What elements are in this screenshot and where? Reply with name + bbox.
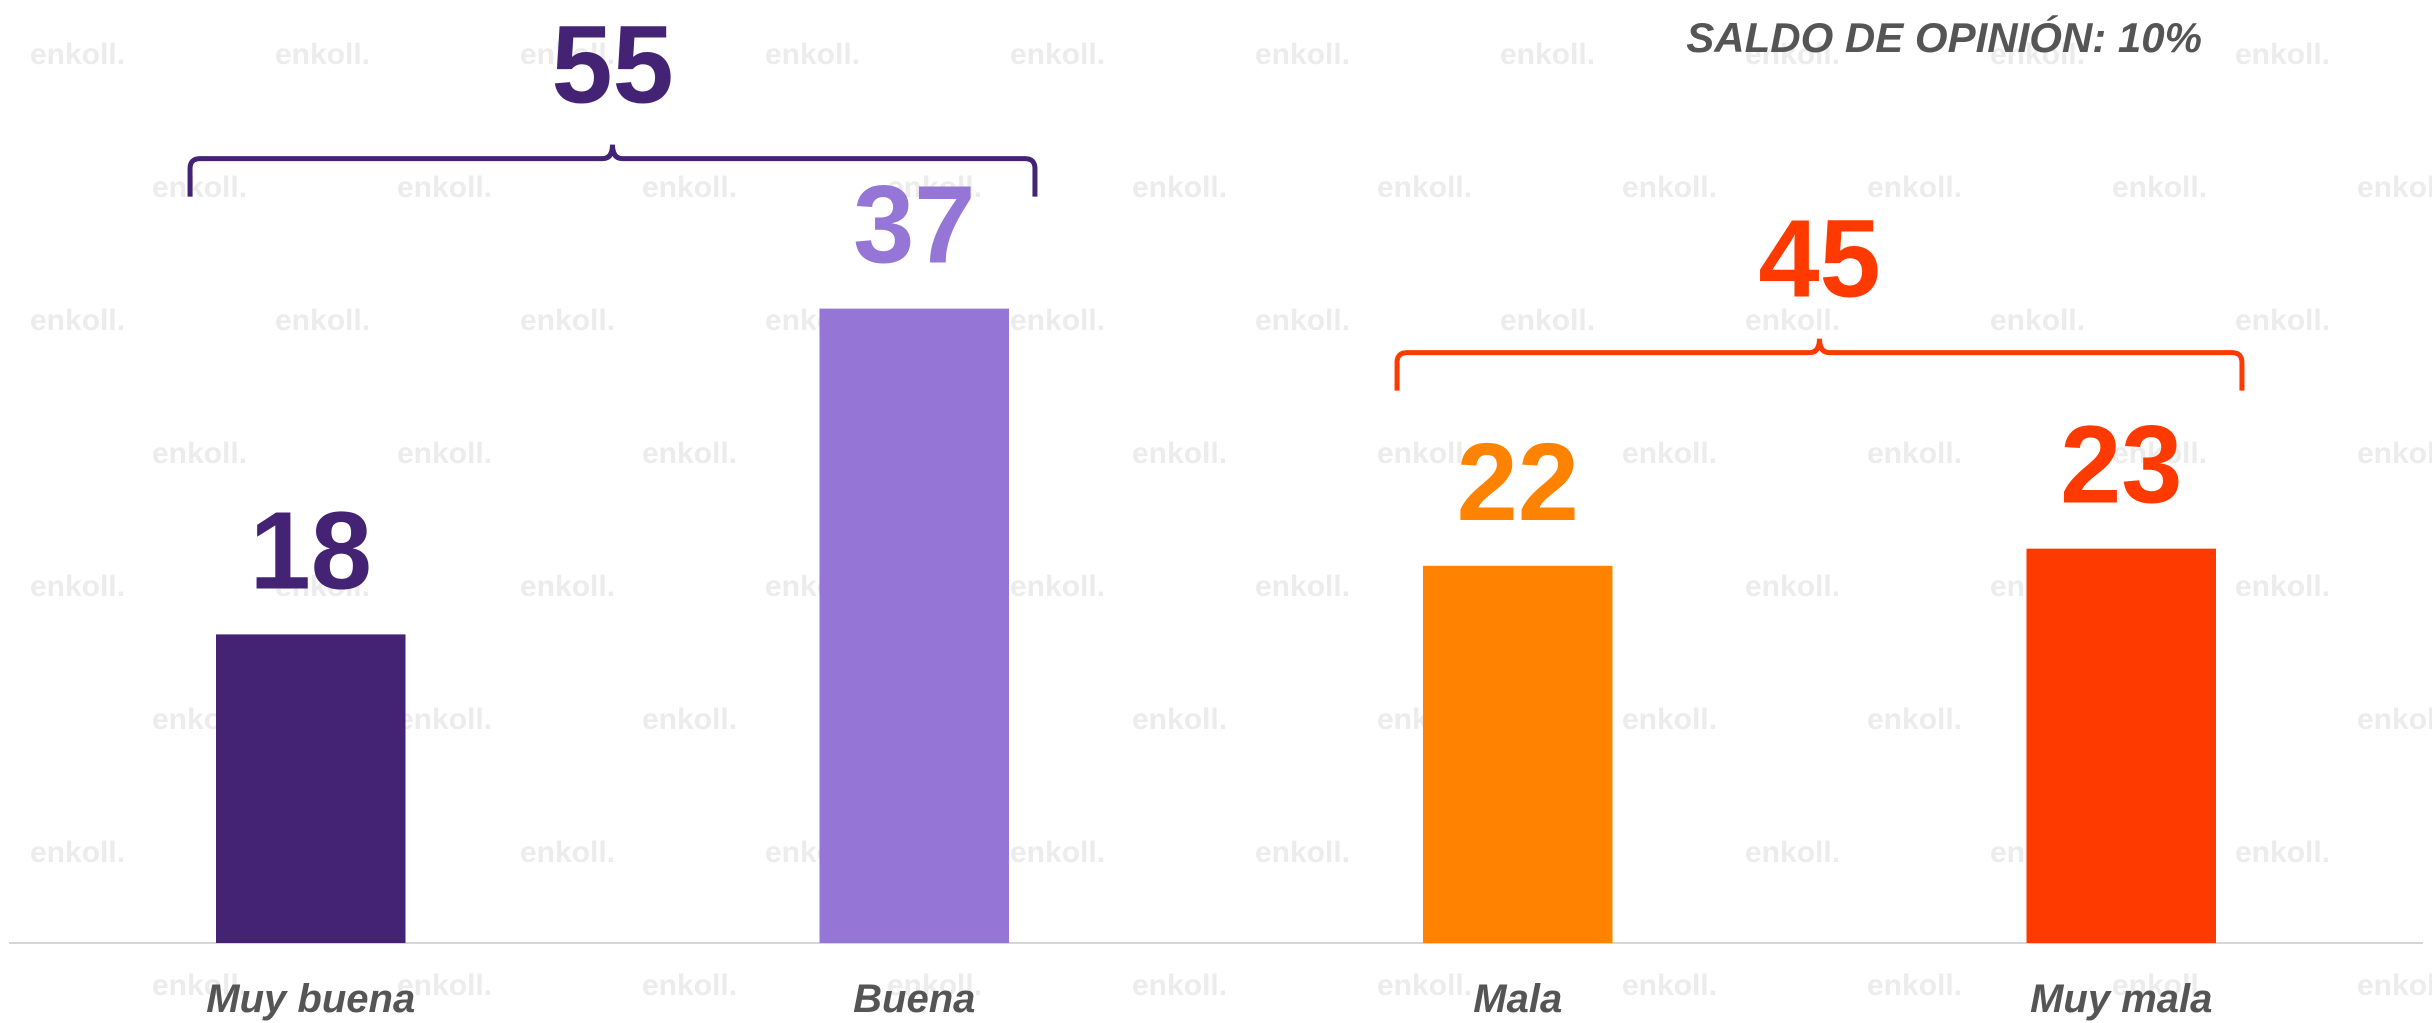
watermark: enkoll. bbox=[2235, 38, 2330, 71]
x-tick-label: Buena bbox=[853, 977, 975, 1021]
watermark: enkoll. bbox=[2357, 437, 2432, 470]
watermark: enkoll. bbox=[2235, 570, 2330, 603]
watermark: enkoll. bbox=[152, 969, 247, 1002]
watermark: enkoll. bbox=[642, 703, 737, 736]
watermark: enkoll. bbox=[275, 304, 370, 337]
bar bbox=[216, 634, 406, 943]
watermark: enkoll. bbox=[1500, 38, 1595, 71]
watermark: enkoll. bbox=[1255, 570, 1350, 603]
watermark: enkoll. bbox=[397, 703, 492, 736]
watermark: enkoll. bbox=[765, 38, 860, 71]
watermark: enkoll. bbox=[887, 171, 982, 204]
group-total: 55 bbox=[551, 4, 673, 127]
watermark: enkoll. bbox=[397, 969, 492, 1002]
watermark: enkoll. bbox=[887, 969, 982, 1002]
bar bbox=[2026, 548, 2216, 943]
watermark: enkoll. bbox=[1132, 437, 1227, 470]
watermark: enkoll. bbox=[1377, 969, 1472, 1002]
annotation: SALDO DE OPINIÓN: 10% bbox=[1686, 14, 2202, 61]
watermark: enkoll. bbox=[1132, 703, 1227, 736]
watermark: enkoll. bbox=[1132, 969, 1227, 1002]
watermark: enkoll. bbox=[520, 304, 615, 337]
watermark: enkoll. bbox=[1867, 437, 1962, 470]
value-label: 22 bbox=[1457, 421, 1579, 544]
watermark: enkoll. bbox=[30, 836, 125, 869]
watermark: enkoll. bbox=[520, 836, 615, 869]
watermark: enkoll. bbox=[275, 38, 370, 71]
watermark: enkoll. bbox=[0, 703, 2, 736]
watermark: enkoll. bbox=[1622, 969, 1717, 1002]
value-label: 23 bbox=[2060, 404, 2182, 527]
watermark: enkoll. bbox=[0, 969, 2, 1002]
watermark: enkoll. bbox=[1010, 570, 1105, 603]
watermark: enkoll. bbox=[1867, 171, 1962, 204]
watermark: enkoll. bbox=[397, 437, 492, 470]
watermark: enkoll. bbox=[2235, 836, 2330, 869]
watermark: enkoll. bbox=[2357, 171, 2432, 204]
watermark: enkoll. bbox=[1990, 38, 2085, 71]
watermark: enkoll. bbox=[1867, 703, 1962, 736]
watermark: enkoll. bbox=[1867, 969, 1962, 1002]
watermark: enkoll. bbox=[642, 437, 737, 470]
x-tick-label: Muy mala bbox=[2030, 977, 2212, 1021]
watermark: enkoll. bbox=[1010, 304, 1105, 337]
watermark: enkoll. bbox=[642, 171, 737, 204]
watermark: enkoll. bbox=[152, 171, 247, 204]
watermark: enkoll. bbox=[2112, 437, 2207, 470]
group-total: 45 bbox=[1758, 198, 1880, 321]
watermark: enkoll. bbox=[2357, 969, 2432, 1002]
watermark: enkoll. bbox=[1745, 570, 1840, 603]
watermark: enkoll. bbox=[1377, 437, 1472, 470]
watermark: enkoll. bbox=[1010, 836, 1105, 869]
watermark: enkoll. bbox=[1377, 171, 1472, 204]
watermark: enkoll. bbox=[520, 38, 615, 71]
watermark: enkoll. bbox=[1500, 304, 1595, 337]
watermark: enkoll. bbox=[1745, 38, 1840, 71]
watermark: enkoll. bbox=[1990, 304, 2085, 337]
watermark: enkoll. bbox=[520, 570, 615, 603]
x-tick-label: Mala bbox=[1473, 977, 1562, 1021]
watermark: enkoll. bbox=[1745, 304, 1840, 337]
x-tick-label: Muy buena bbox=[206, 977, 415, 1021]
watermark: enkoll. bbox=[0, 437, 2, 470]
bar bbox=[819, 308, 1009, 944]
watermark: enkoll. bbox=[1132, 171, 1227, 204]
value-label: 18 bbox=[250, 489, 372, 612]
watermark: enkoll. bbox=[1255, 304, 1350, 337]
watermark: enkoll. bbox=[642, 969, 737, 1002]
watermark: enkoll. bbox=[275, 570, 370, 603]
watermark: enkoll. bbox=[0, 171, 2, 204]
watermark: enkoll. bbox=[2112, 969, 2207, 1002]
watermark: enkoll. bbox=[30, 570, 125, 603]
watermark: enkoll. bbox=[2112, 171, 2207, 204]
watermark: enkoll. bbox=[1622, 437, 1717, 470]
watermark: enkoll. bbox=[2235, 304, 2330, 337]
group-bracket bbox=[1394, 338, 2245, 391]
watermark: enkoll. bbox=[30, 38, 125, 71]
watermark: enkoll. bbox=[1255, 38, 1350, 71]
watermark: enkoll. bbox=[152, 437, 247, 470]
watermark: enkoll. bbox=[1010, 38, 1105, 71]
watermark: enkoll. bbox=[1255, 836, 1350, 869]
watermark: enkoll. bbox=[30, 304, 125, 337]
watermark: enkoll. bbox=[1745, 836, 1840, 869]
watermark: enkoll. bbox=[1622, 703, 1717, 736]
value-label: 37 bbox=[853, 164, 975, 287]
bar bbox=[1423, 565, 1613, 943]
watermark: enkoll. bbox=[2357, 703, 2432, 736]
watermark: enkoll. bbox=[397, 171, 492, 204]
watermark: enkoll. bbox=[1622, 171, 1717, 204]
